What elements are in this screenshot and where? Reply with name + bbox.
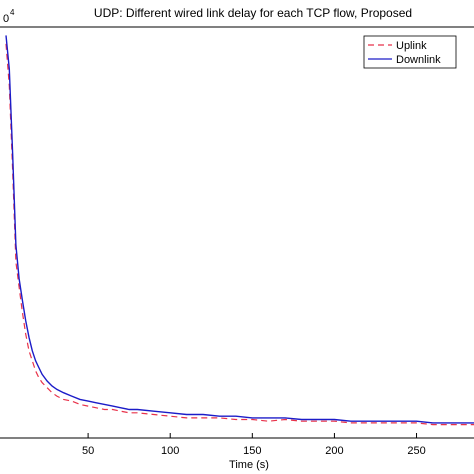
x-tick-label: 50 bbox=[82, 445, 94, 457]
chart-title: UDP: Different wired link delay for each… bbox=[94, 6, 412, 20]
legend: Uplink Downlink bbox=[363, 35, 457, 69]
x-tick-label: 200 bbox=[325, 445, 343, 457]
x-ticks: 50 100 150 200 250 bbox=[82, 433, 426, 457]
legend-label-downlink: Downlink bbox=[396, 54, 441, 66]
x-tick-label: 250 bbox=[407, 445, 425, 457]
legend-box bbox=[363, 35, 457, 69]
x-tick-label: 150 bbox=[243, 445, 261, 457]
legend-label-uplink: Uplink bbox=[396, 40, 427, 52]
x-axis-label: Time (s) bbox=[229, 459, 269, 471]
series-line-downlink bbox=[5, 35, 474, 424]
series-line-uplink bbox=[5, 43, 474, 426]
x-tick-label: 100 bbox=[161, 445, 179, 457]
y-exponent-base: 0 bbox=[3, 13, 9, 25]
series-layer bbox=[5, 35, 474, 426]
y-exponent-power: 4 bbox=[10, 8, 15, 17]
